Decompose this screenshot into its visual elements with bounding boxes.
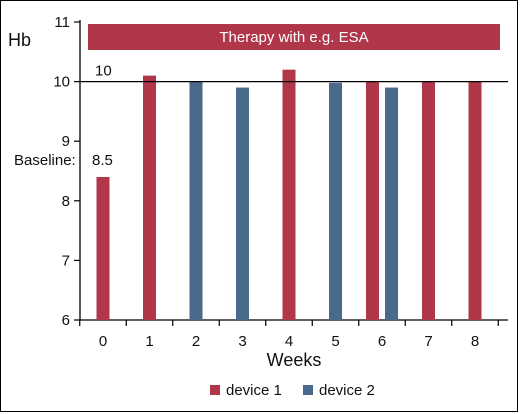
y-tick-label: 8 [62, 193, 70, 210]
y-tick-label: 11 [54, 14, 70, 31]
x-tick-label: 5 [331, 333, 339, 350]
reference-line-label: 10 [95, 63, 112, 80]
x-tick-label: 6 [378, 333, 386, 350]
y-tick-label: 10 [53, 74, 70, 91]
baseline-value-annotation: 8.5 [92, 152, 113, 169]
legend-label-device-1: device 1 [226, 382, 282, 399]
baseline-annotation: Baseline: [14, 152, 76, 169]
bar-device-1-week-4 [282, 69, 296, 321]
x-tick-label: 2 [192, 333, 200, 350]
bar-device-1-week-0 [96, 176, 110, 320]
legend-label-device-2: device 2 [319, 382, 375, 399]
x-tick-label: 8 [471, 333, 479, 350]
y-tick-label: 7 [62, 252, 70, 269]
legend-swatch-device-1 [210, 385, 220, 395]
x-axis-title: Weeks [267, 350, 322, 370]
bar-device-2-week-5 [329, 82, 342, 321]
bar-device-2-week-6 [385, 87, 398, 320]
therapy-banner [88, 24, 500, 50]
y-tick-label: 6 [62, 312, 70, 329]
bar-device-2-week-2 [189, 81, 203, 320]
x-tick-label: 1 [145, 333, 153, 350]
x-tick-label: 4 [285, 333, 293, 350]
bar-device-1-week-8 [468, 81, 482, 320]
bar-device-1-week-1 [143, 75, 156, 320]
y-tick-label: 9 [62, 133, 70, 150]
y-axis-title: Hb [8, 30, 31, 50]
therapy-banner-label: Therapy with e.g. ESA [219, 29, 368, 46]
x-tick-label: 7 [424, 333, 432, 350]
bar-device-2-week-3 [236, 87, 249, 320]
bar-device-1-week-6 [366, 81, 379, 320]
x-tick-label: 0 [99, 333, 107, 350]
bar-device-1-week-7 [422, 81, 435, 320]
x-tick-label: 3 [238, 333, 246, 350]
legend-swatch-device-2 [303, 385, 313, 395]
